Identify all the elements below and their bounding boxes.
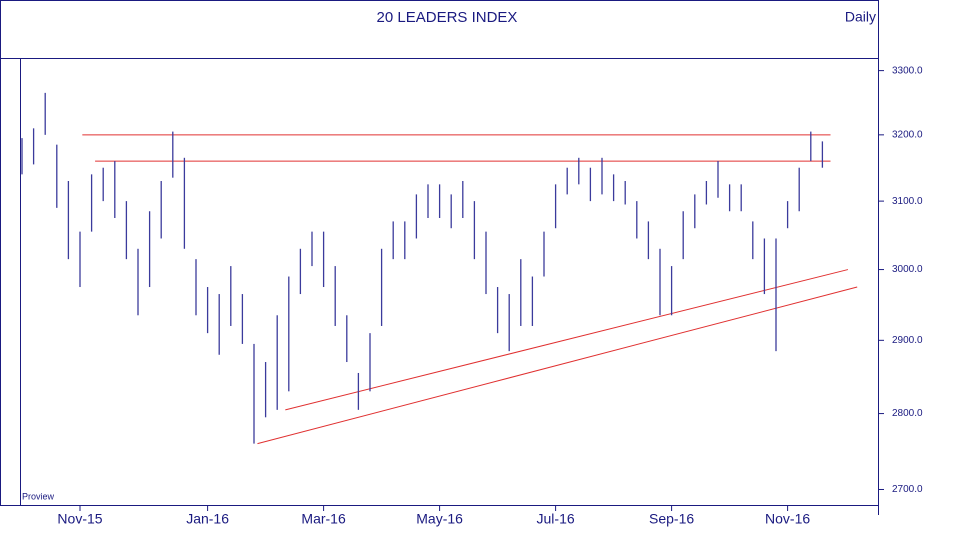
- x-tick-label: Nov-16: [765, 511, 810, 527]
- x-tick-label: Sep-16: [649, 511, 694, 527]
- x-tick-label: May-16: [416, 511, 463, 527]
- trend-line: [257, 286, 858, 445]
- y-tick-label: 2700.0: [892, 484, 923, 495]
- frame: [0, 0, 879, 506]
- y-tick-label: 2800.0: [892, 408, 923, 419]
- chart-title: 20 LEADERS INDEX: [377, 9, 518, 26]
- y-tick-label: 3000.0: [892, 264, 923, 275]
- trend-line: [285, 269, 849, 411]
- period-label: Daily: [845, 9, 876, 25]
- x-tick-label: Jul-16: [537, 511, 575, 527]
- y-tick-label: 3100.0: [892, 196, 923, 207]
- x-tick-label: Nov-15: [57, 511, 102, 527]
- y-tick-label: 2900.0: [892, 335, 923, 346]
- x-tick-label: Jan-16: [186, 511, 229, 527]
- footer: Proview: [22, 491, 55, 501]
- x-tick-label: Mar-16: [301, 511, 346, 527]
- y-tick-label: 3200.0: [892, 129, 923, 140]
- y-tick-label: 3300.0: [892, 65, 923, 76]
